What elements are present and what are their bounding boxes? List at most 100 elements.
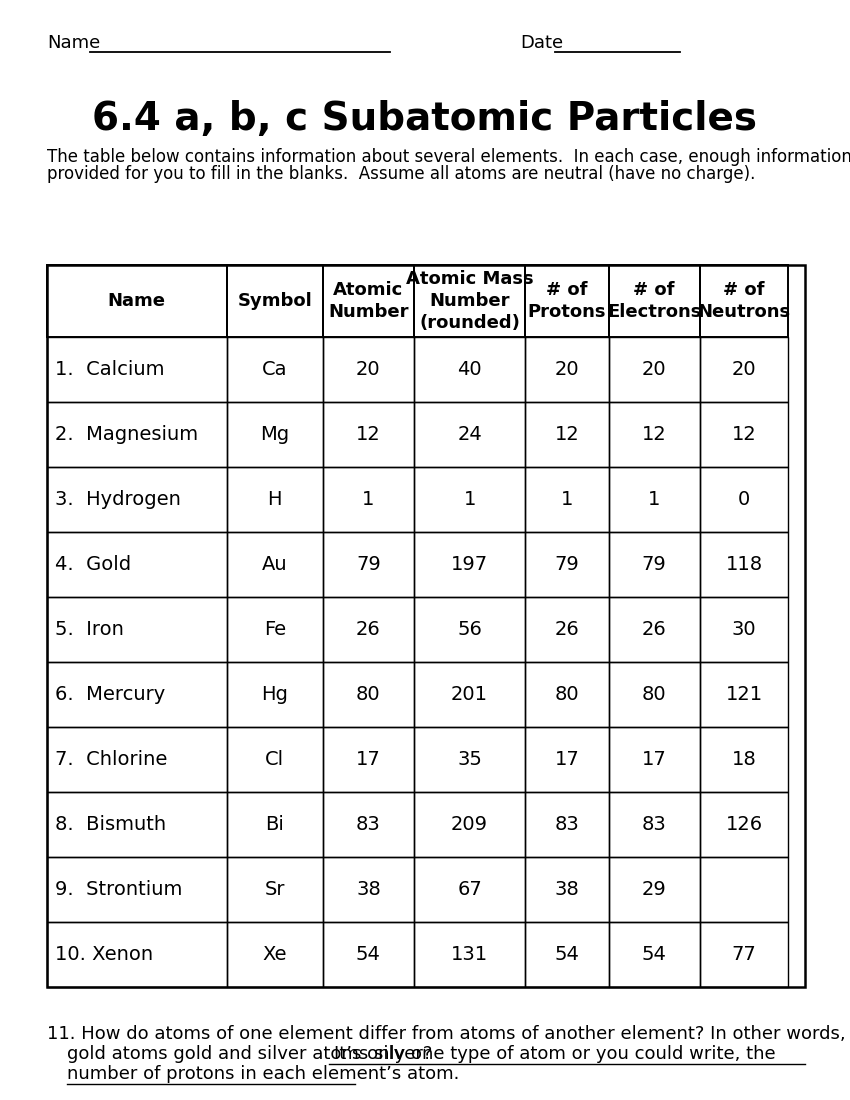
- Bar: [700, 402, 788, 468]
- Text: 54: 54: [356, 945, 381, 964]
- Bar: [227, 402, 323, 468]
- Text: 67: 67: [457, 880, 482, 899]
- Text: 1: 1: [362, 490, 375, 509]
- Text: 38: 38: [554, 880, 580, 899]
- Text: Fe: Fe: [264, 620, 286, 639]
- Bar: [609, 532, 700, 597]
- Bar: [227, 857, 323, 922]
- Bar: [414, 337, 525, 401]
- Text: 6.  Mercury: 6. Mercury: [55, 685, 165, 704]
- Bar: [414, 857, 525, 922]
- Text: 38: 38: [356, 880, 381, 899]
- Text: 12: 12: [356, 425, 381, 444]
- Text: Xe: Xe: [263, 945, 287, 964]
- Text: # of
Protons: # of Protons: [528, 280, 606, 321]
- Text: gold atoms gold and silver atoms silver?: gold atoms gold and silver atoms silver?: [67, 1045, 433, 1063]
- Text: 7.  Chlorine: 7. Chlorine: [55, 750, 167, 769]
- Bar: [525, 265, 609, 337]
- Text: It’s only one type of atom or you could write, the: It’s only one type of atom or you could …: [334, 1045, 775, 1063]
- Text: 11. How do atoms of one element differ from atoms of another element? In other w: 11. How do atoms of one element differ f…: [47, 1025, 850, 1043]
- Bar: [323, 265, 414, 337]
- Bar: [700, 792, 788, 857]
- Bar: [47, 402, 227, 468]
- Text: Bi: Bi: [265, 815, 284, 834]
- Text: 77: 77: [732, 945, 756, 964]
- Bar: [47, 265, 227, 337]
- Bar: [609, 402, 700, 468]
- Bar: [700, 922, 788, 987]
- Text: 79: 79: [356, 556, 381, 574]
- Text: 30: 30: [732, 620, 756, 639]
- Text: Name: Name: [108, 292, 166, 310]
- Bar: [47, 597, 227, 662]
- Bar: [47, 857, 227, 922]
- Text: 12: 12: [554, 425, 580, 444]
- Bar: [700, 727, 788, 792]
- Text: 80: 80: [555, 685, 580, 704]
- Bar: [700, 597, 788, 662]
- Text: 20: 20: [642, 360, 666, 379]
- Bar: [47, 532, 227, 597]
- Bar: [414, 662, 525, 727]
- Text: 1.  Calcium: 1. Calcium: [55, 360, 165, 379]
- Text: 17: 17: [356, 750, 381, 769]
- Text: 26: 26: [554, 620, 580, 639]
- Text: 12: 12: [642, 425, 666, 444]
- Text: Hg: Hg: [261, 685, 288, 704]
- Text: 20: 20: [732, 360, 756, 379]
- Text: number of protons in each element’s atom.: number of protons in each element’s atom…: [67, 1065, 459, 1084]
- Text: 24: 24: [457, 425, 482, 444]
- Text: Sr: Sr: [264, 880, 285, 899]
- Text: 54: 54: [554, 945, 580, 964]
- Bar: [414, 597, 525, 662]
- Text: The table below contains information about several elements.  In each case, enou: The table below contains information abo…: [47, 148, 850, 166]
- Text: Atomic Mass
Number
(rounded): Atomic Mass Number (rounded): [405, 270, 534, 332]
- Bar: [323, 597, 414, 662]
- Bar: [525, 727, 609, 792]
- Bar: [47, 792, 227, 857]
- Text: 1: 1: [648, 490, 660, 509]
- Text: Au: Au: [262, 556, 287, 574]
- Bar: [323, 337, 414, 401]
- Text: 17: 17: [554, 750, 580, 769]
- Bar: [323, 468, 414, 532]
- Text: 83: 83: [356, 815, 381, 834]
- Text: Ca: Ca: [262, 360, 287, 379]
- Bar: [227, 727, 323, 792]
- Bar: [609, 337, 700, 401]
- Text: 6.4 a, b, c Subatomic Particles: 6.4 a, b, c Subatomic Particles: [93, 100, 757, 138]
- Bar: [525, 922, 609, 987]
- Bar: [700, 662, 788, 727]
- Bar: [414, 468, 525, 532]
- Bar: [227, 662, 323, 727]
- Text: 201: 201: [451, 685, 488, 704]
- Bar: [609, 265, 700, 337]
- Bar: [323, 532, 414, 597]
- Text: 3.  Hydrogen: 3. Hydrogen: [55, 490, 181, 509]
- Text: 209: 209: [451, 815, 488, 834]
- Bar: [47, 265, 805, 987]
- Text: 40: 40: [457, 360, 482, 379]
- Text: 80: 80: [642, 685, 666, 704]
- Text: Atomic
Number: Atomic Number: [328, 280, 409, 321]
- Bar: [227, 265, 323, 337]
- Text: 9.  Strontium: 9. Strontium: [55, 880, 183, 899]
- Text: 118: 118: [725, 556, 762, 574]
- Bar: [609, 857, 700, 922]
- Bar: [227, 468, 323, 532]
- Bar: [700, 337, 788, 401]
- Text: 8.  Bismuth: 8. Bismuth: [55, 815, 166, 834]
- Bar: [47, 337, 227, 401]
- Text: 1: 1: [561, 490, 573, 509]
- Bar: [525, 597, 609, 662]
- Text: 0: 0: [738, 490, 750, 509]
- Text: 35: 35: [457, 750, 482, 769]
- Bar: [609, 792, 700, 857]
- Text: 2.  Magnesium: 2. Magnesium: [55, 425, 198, 444]
- Text: 20: 20: [555, 360, 580, 379]
- Text: 26: 26: [356, 620, 381, 639]
- Bar: [525, 337, 609, 401]
- Bar: [700, 468, 788, 532]
- Text: Name: Name: [47, 34, 100, 52]
- Bar: [609, 662, 700, 727]
